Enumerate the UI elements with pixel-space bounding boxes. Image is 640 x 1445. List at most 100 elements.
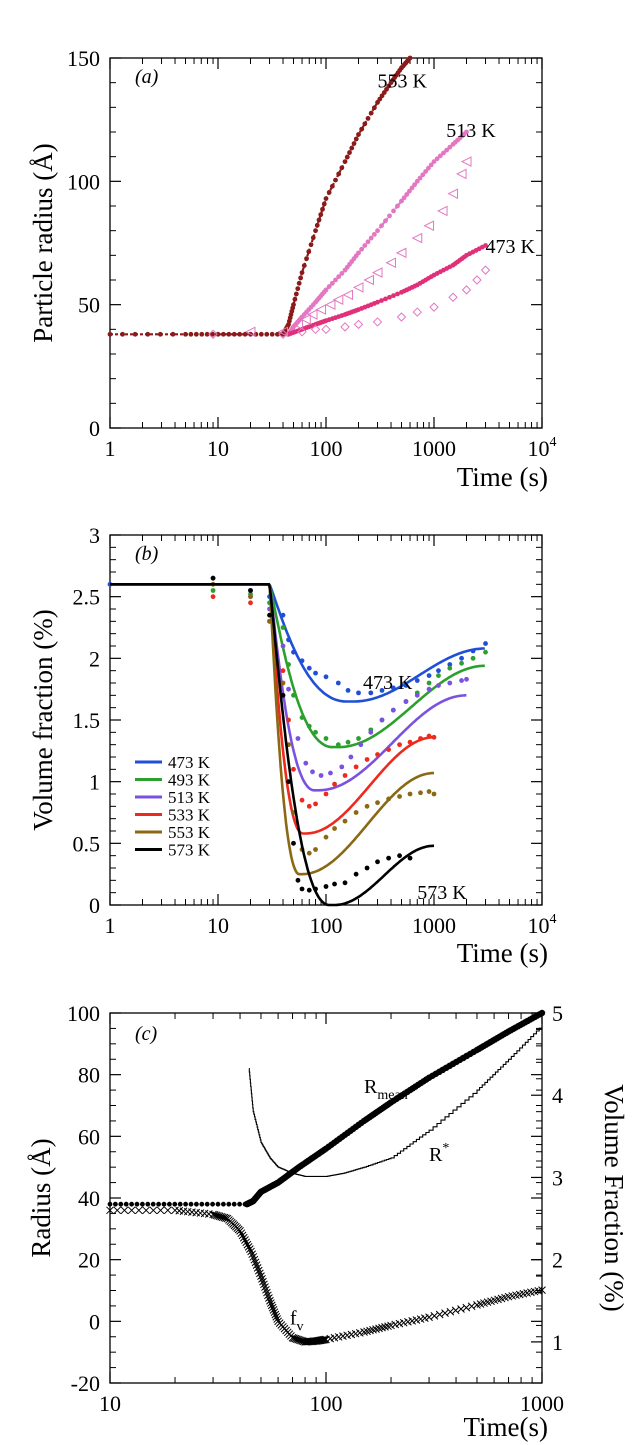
chart-a-series-513-k-point	[444, 147, 450, 153]
chart-b-series-513-k-point	[459, 678, 464, 683]
chart-b-marks	[107, 575, 488, 907]
chart-a-series-513-k-point	[375, 228, 380, 234]
chart-c-series-f-v-point	[120, 1206, 129, 1215]
chart-a-series-553-k-point	[368, 110, 374, 116]
chart-a-series-553-k-point	[359, 126, 365, 132]
chart-c-series-f-v-point	[254, 1266, 263, 1275]
chart-a-series-513-k-point	[409, 185, 415, 191]
chart-b-series-473-k-point	[280, 612, 286, 618]
chart-b-xtick-label: 104	[528, 912, 557, 938]
chart-a-xtick-label: 104	[528, 435, 557, 461]
chart-b-series-493-k-point	[436, 673, 441, 678]
chart-c-series-f-v-point	[451, 1306, 460, 1315]
chart-b-series-573-k-point	[407, 855, 413, 861]
chart-a-series-513-k-exp-point	[300, 314, 311, 325]
chart-a-series-513-k-exp-point	[315, 304, 327, 315]
chart-c-series-f-v-point	[135, 1206, 143, 1215]
chart-b-legend-entry-573-k: 573 K	[168, 841, 211, 860]
chart-a: (a) Particle radius (Å) Time (s) 1 10 100 1…	[28, 46, 557, 492]
chart-c-series-f-v-point	[239, 1233, 248, 1242]
chart-a-series-553-k-point	[221, 331, 226, 337]
chart-a-series-553-k-point	[342, 159, 348, 165]
chart-a-series-513-k-exp-point	[385, 257, 397, 269]
chart-c-xlabel: Time(s)	[463, 1412, 548, 1442]
chart-b-series-573-k-point	[364, 865, 370, 871]
chart-a-series-513-k-point	[434, 156, 440, 162]
chart-c-marks	[106, 1009, 546, 1346]
chart-b-series-533-k-point	[210, 594, 216, 600]
chart-b-series-513-k-point	[358, 742, 364, 748]
chart-b-series-513-k-point	[328, 770, 333, 776]
chart-c-ytick-label: 0	[89, 1309, 100, 1334]
chart-c-series-f-v-point	[268, 1303, 277, 1312]
chart-c-series-f-v-point	[252, 1261, 261, 1270]
chart-b-series-473-k-point	[390, 685, 396, 691]
chart-b-series-553-k-point	[386, 796, 392, 802]
chart-c-series-r-mean-point	[226, 1201, 232, 1207]
chart-c-ytick-label: 40	[78, 1186, 100, 1211]
chart-a-series-553-k-point	[258, 331, 264, 337]
chart-b-series-473-k-point	[426, 673, 432, 678]
chart-b-series-473-k-point	[291, 649, 296, 655]
chart-b-series-533-k-point	[299, 797, 305, 803]
chart-b-series-533-k-point	[248, 600, 253, 606]
chart-b-ytick-label: 0	[89, 893, 100, 918]
chart-a-series-553-k-point	[293, 291, 299, 297]
chart-b-series-473-k-point	[447, 662, 453, 667]
chart-c-ytick-label: 60	[78, 1124, 100, 1149]
chart-b-series-493-k-point	[313, 729, 318, 735]
chart-b-series-493-k-point	[356, 736, 361, 741]
chart-c-ytick-label: -20	[71, 1371, 100, 1396]
chart-b-xtick-label: 1000	[412, 913, 456, 938]
chart-b-series-513-k-point	[426, 686, 432, 692]
chart-c-annotation-rstar: R*	[429, 1141, 449, 1166]
chart-a-series-473-k-point	[383, 296, 388, 302]
chart-b-series-473-k-point	[459, 655, 464, 661]
chart-a-series-513-k-point	[379, 223, 384, 229]
chart-a-series-473-k-point	[395, 291, 400, 297]
chart-c-ytick-label: 80	[78, 1063, 100, 1088]
chart-c-y2label: Volume Fraction (%)	[599, 1084, 629, 1311]
chart-c-series-f-v-point	[265, 1294, 273, 1302]
chart-a-series-553-k-point	[323, 196, 329, 202]
chart-b-series-513-k-point	[286, 686, 291, 692]
chart-a-series-513-k-exp-point	[447, 188, 459, 199]
chart-c-series-r-mean-point	[199, 1201, 205, 1207]
chart-c-series-f-v-point	[366, 1326, 374, 1335]
chart-c-series-f-v-point	[257, 1272, 265, 1280]
chart-b-series-573-k-point	[332, 881, 337, 887]
chart-c-series-f-v-point	[441, 1309, 449, 1317]
chart-a-series-513-k-exp-point	[342, 289, 354, 301]
chart-c-series-r-mean-point	[145, 1201, 151, 1207]
chart-a-series-473-k-exp-point	[310, 324, 321, 335]
chart-a-series-553-k-point	[320, 206, 325, 212]
chart-a-series-553-k-point	[145, 331, 151, 337]
chart-c-series-f-v-point	[244, 1243, 253, 1251]
chart-c-series-f-v-point	[238, 1231, 247, 1240]
chart-b-series-493-k-point	[286, 662, 291, 667]
chart-b-xtick-label: 100	[310, 913, 343, 938]
chart-b-series-513-k-point	[390, 707, 396, 713]
chart-b-series-513-k-point	[403, 699, 409, 704]
chart-a-series-553-k-point	[296, 280, 302, 286]
chart-b-legend-entry-533-k: 533 K	[168, 806, 211, 825]
chart-a-series-473-k-exp-point	[412, 307, 422, 317]
chart-a-series-513-k-point	[323, 287, 329, 293]
chart-b-series-513-k-point	[295, 736, 301, 741]
chart-b-series-573-k-point	[386, 855, 392, 861]
chart-b-series-533-k-point	[397, 742, 402, 748]
chart-c-y2tick-label: 1	[552, 1330, 563, 1355]
chart-a-series-513-k-exp-point	[423, 220, 435, 232]
chart-c-series-r-mean-point	[161, 1201, 167, 1207]
chart-b: (b) Volume fraction (%) Time (s) 1 10 100 1…	[28, 523, 557, 968]
chart-c: (c) Radius (Å) Volume Fraction (%) Time(…	[26, 1001, 629, 1442]
chart-a-xtick-label: 10	[207, 436, 229, 461]
chart-a-series-553-k-point	[407, 55, 413, 61]
chart-c-series-f-v-point	[384, 1322, 392, 1331]
chart-c-annotation-rmean: Rmean	[364, 1076, 408, 1103]
chart-a-series-553-k-point	[329, 183, 335, 189]
chart-a-xlabel: Time (s)	[457, 462, 548, 492]
chart-a-series-553-k-point	[188, 331, 194, 337]
chart-c-series-r-mean-point	[150, 1201, 156, 1207]
chart-c-series-f-v-point	[113, 1206, 122, 1215]
